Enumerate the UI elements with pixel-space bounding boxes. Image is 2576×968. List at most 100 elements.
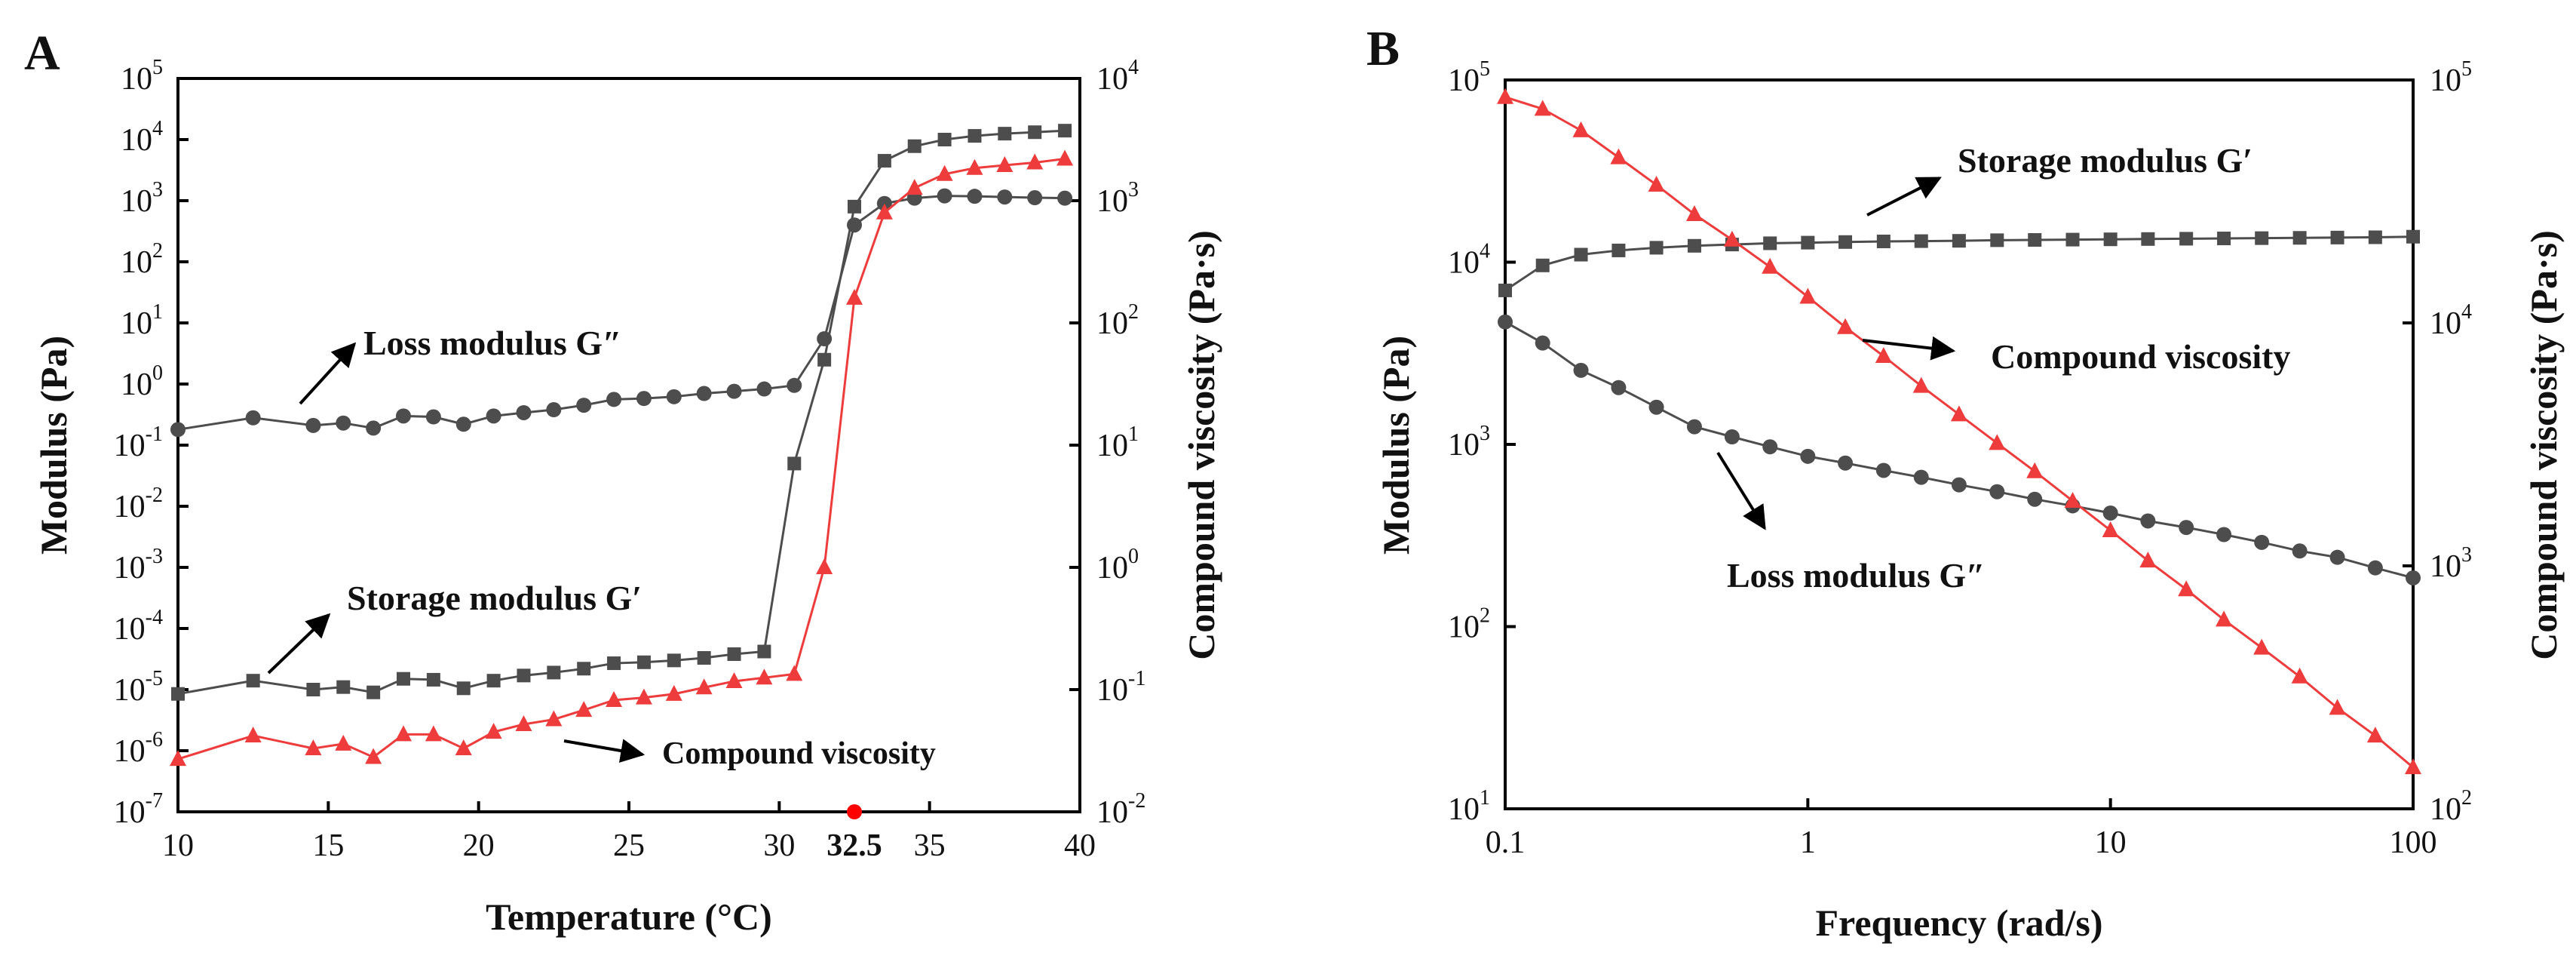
- tick-base: 10: [114, 612, 146, 647]
- tick-exponent: -1: [1128, 667, 1145, 690]
- data-point-triangle: [1799, 287, 1817, 304]
- tick-base: 10: [114, 734, 146, 769]
- x-tick-label: 20: [463, 828, 495, 863]
- data-point-circle: [997, 189, 1013, 205]
- x-tick-label: 15: [312, 828, 344, 863]
- data-point-triangle: [936, 164, 953, 181]
- right-tick-label: 103: [1096, 178, 1139, 219]
- tick-exponent: 0: [152, 361, 163, 385]
- panel-b-x-axis-label: Frequency (rad/s): [1816, 902, 2103, 944]
- tick-base: 10: [2430, 549, 2461, 584]
- tick-exponent: -7: [146, 789, 163, 813]
- data-point-square: [171, 687, 185, 701]
- left-tick-label: 100: [121, 361, 163, 402]
- loss-modulus-arrow-b: [1716, 451, 1766, 530]
- tick-exponent: 5: [2461, 57, 2472, 81]
- x-tick-label: 30: [763, 828, 795, 863]
- data-point-square: [848, 199, 861, 214]
- tick-exponent: -4: [146, 606, 163, 629]
- data-point-triangle: [455, 739, 472, 756]
- tick-base: 10: [121, 306, 152, 341]
- annotation-compound-viscosity-b: Compound viscosity: [1991, 337, 2290, 376]
- tick-base: 10: [121, 62, 152, 97]
- left-tick-label: 102: [121, 239, 163, 280]
- data-point-circle: [1027, 190, 1043, 206]
- left-tick-label: 10-7: [114, 789, 163, 830]
- tick-base: 10: [1448, 610, 1480, 645]
- series-line: [1504, 96, 2414, 769]
- data-point-circle: [305, 417, 321, 433]
- data-point-circle: [516, 404, 532, 420]
- data-point-square: [547, 665, 561, 680]
- data-point-circle: [1913, 469, 1929, 485]
- data-point-triangle: [1572, 121, 1590, 137]
- data-point-square: [1990, 233, 2004, 247]
- data-point-triangle: [816, 558, 833, 574]
- series-circle: [170, 188, 1073, 438]
- data-point-triangle: [725, 671, 743, 688]
- data-point-triangle: [395, 725, 412, 742]
- data-point-square: [1498, 283, 1512, 297]
- tick-base: 10: [2430, 306, 2461, 341]
- panel-b-plot-frame: [1504, 78, 2415, 810]
- data-point-circle: [606, 392, 622, 407]
- data-point-circle: [756, 381, 772, 397]
- right-tick-label: 103: [2430, 543, 2472, 584]
- data-point-square: [727, 647, 741, 662]
- data-point-square: [306, 683, 320, 696]
- x-tick-label: 35: [914, 828, 946, 863]
- data-point-circle: [2406, 570, 2421, 585]
- tick-exponent: 3: [1128, 178, 1139, 201]
- right-tick-label: 10-2: [1096, 789, 1145, 830]
- right-tick-label: 105: [2430, 57, 2472, 98]
- tick-exponent: 4: [1480, 240, 1490, 263]
- data-point-triangle: [244, 727, 262, 743]
- data-point-triangle: [365, 748, 382, 764]
- transition-temperature-label: 32.5: [826, 828, 882, 863]
- data-point-circle: [1951, 477, 1967, 493]
- data-point-square: [968, 129, 982, 143]
- data-point-square: [1687, 238, 1701, 253]
- series-triangle: [1497, 88, 2421, 775]
- x-tick-label: 25: [613, 828, 645, 863]
- data-point-square: [366, 685, 381, 699]
- panel-a-label: A: [24, 26, 60, 81]
- data-point-triangle: [170, 750, 186, 767]
- compound-viscosity-arrow-b: [1862, 336, 1956, 361]
- data-point-triangle: [2178, 580, 2195, 597]
- data-point-square: [2028, 232, 2042, 247]
- data-point-circle: [455, 416, 471, 432]
- data-point-circle: [1611, 380, 1627, 395]
- x-tick-label: 100: [2390, 825, 2437, 860]
- data-point-square: [577, 662, 591, 676]
- tick-base: 10: [114, 795, 146, 830]
- left-tick-label: 10-2: [114, 484, 163, 524]
- panel-b-x-axis-ticks: 0.1 1 10 100: [1486, 798, 2437, 860]
- data-point-square: [397, 671, 410, 686]
- data-point-square: [456, 681, 471, 696]
- tick-exponent: -2: [146, 484, 163, 507]
- series-square: [1498, 229, 2420, 297]
- data-point-triangle: [2139, 552, 2157, 568]
- data-point-circle: [486, 408, 501, 424]
- data-point-square: [2255, 231, 2269, 245]
- data-point-square: [1876, 234, 1891, 248]
- data-point-circle: [2329, 549, 2345, 565]
- data-point-triangle: [2026, 462, 2044, 478]
- tick-base: 10: [1096, 184, 1128, 219]
- data-point-square: [1028, 125, 1042, 140]
- data-point-triangle: [2216, 610, 2233, 627]
- tick-base: 10: [1096, 795, 1128, 830]
- data-point-circle: [366, 420, 382, 436]
- data-point-square: [2141, 232, 2155, 246]
- data-point-square: [2065, 232, 2080, 247]
- data-point-square: [1801, 235, 1815, 250]
- annotation-loss-modulus-b: Loss modulus G″: [1727, 556, 1985, 595]
- data-point-circle: [2102, 505, 2118, 521]
- data-point-square: [1574, 247, 1588, 262]
- panel-a-series: [170, 124, 1074, 767]
- panel-a-x-axis-ticks: 10 15 20 25 30 35 40: [162, 801, 1096, 863]
- data-point-circle: [1875, 462, 1891, 478]
- data-point-circle: [2216, 527, 2232, 542]
